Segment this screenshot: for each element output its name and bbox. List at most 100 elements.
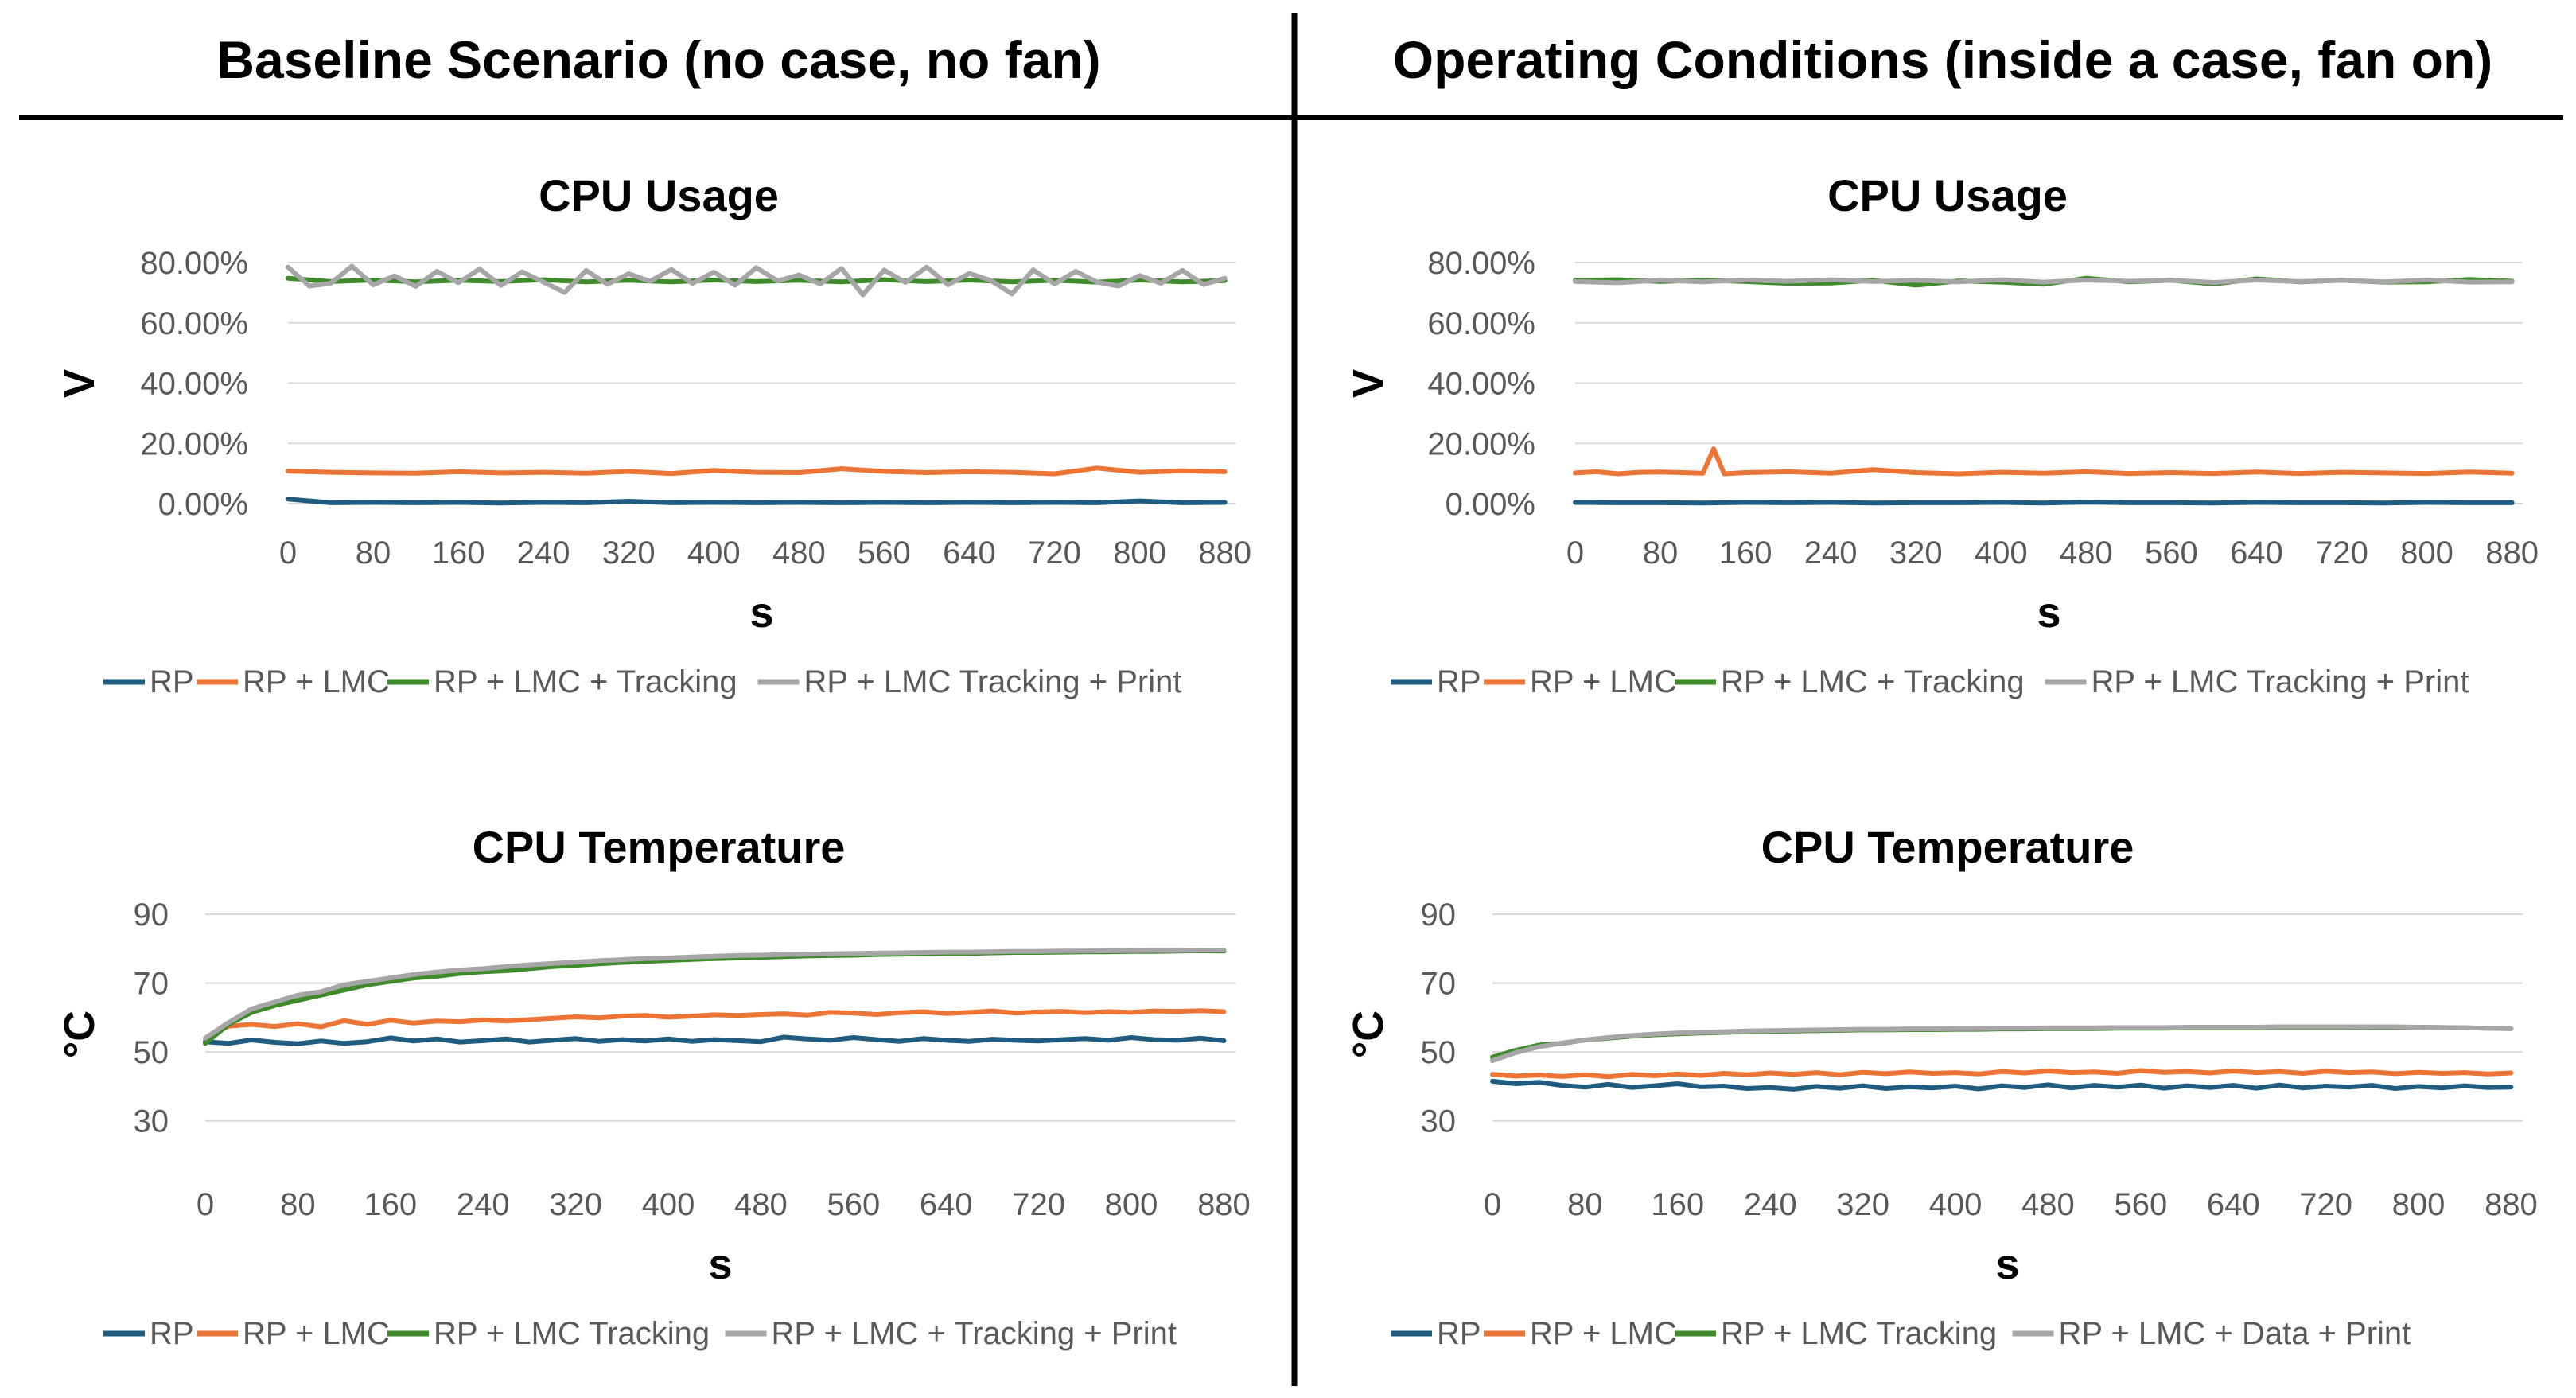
x-tick-label: 240 bbox=[457, 1187, 510, 1222]
x-tick-label: 400 bbox=[1975, 535, 2028, 570]
x-tick-label: 480 bbox=[2060, 535, 2113, 570]
y-axis-label: °C bbox=[1344, 1011, 1392, 1059]
chart-title: CPU Temperature bbox=[473, 822, 846, 872]
x-tick-label: 400 bbox=[1929, 1187, 1983, 1222]
legend-item: RP + LMC + Data + Print bbox=[2012, 1316, 2411, 1351]
legend-label: RP + LMC bbox=[1530, 1316, 1677, 1351]
y-tick-label: 70 bbox=[134, 967, 169, 1002]
x-tick-label: 880 bbox=[1198, 535, 1251, 570]
x-tick-label: 560 bbox=[2145, 535, 2198, 570]
x-tick-label: 800 bbox=[2392, 1187, 2446, 1222]
y-axis-label: V bbox=[56, 369, 103, 398]
x-tick-label: 80 bbox=[1643, 535, 1679, 570]
x-tick-label: 320 bbox=[1889, 535, 1943, 570]
series-line-rp bbox=[203, 1034, 1227, 1046]
charts-container: CPU Usage 0.00% 20.00% 40.00% 60.00% 80.00% 0 8… bbox=[56, 170, 2539, 1351]
legend-label: RP + LMC Tracking + Print bbox=[804, 664, 1182, 699]
x-tick-label: 480 bbox=[772, 535, 826, 570]
x-tick-label: 320 bbox=[549, 1187, 602, 1222]
operating-cpu-temperature-chart: CPU Temperature 30 50 70 90 0 80 160 240 320 400 48… bbox=[1344, 822, 2538, 1351]
x-tick-label: 320 bbox=[602, 535, 656, 570]
x-tick-label: 640 bbox=[2207, 1187, 2260, 1222]
y-tick-label: 50 bbox=[134, 1035, 169, 1070]
y-tick-label: 60.00% bbox=[140, 306, 248, 341]
y-tick-label: 20.00% bbox=[140, 426, 248, 461]
y-tick-label: 80.00% bbox=[1427, 246, 1535, 281]
x-tick-label: 240 bbox=[1804, 535, 1858, 570]
legend-item: RP + LMC Tracking bbox=[1675, 1316, 1997, 1351]
y-tick-label: 90 bbox=[1421, 898, 1457, 933]
legend-item: RP + LMC bbox=[197, 1316, 390, 1351]
legend-label: RP + LMC bbox=[243, 1316, 390, 1351]
legend-item: RP bbox=[103, 1316, 194, 1351]
series-line-rp-lmc-tracking-print bbox=[203, 948, 1227, 1041]
y-tick-label: 0.00% bbox=[1446, 487, 1535, 522]
legend-item: RP + LMC Tracking + Print bbox=[2045, 664, 2469, 699]
y-tick-label: 90 bbox=[134, 898, 169, 933]
x-tick-label: 720 bbox=[1012, 1187, 1065, 1222]
legend-label: RP bbox=[150, 664, 194, 699]
x-tick-label: 800 bbox=[2400, 535, 2453, 570]
series-line-rp-lmc bbox=[1490, 1068, 2514, 1080]
x-tick-label: 800 bbox=[1105, 1187, 1158, 1222]
operating-header: Operating Conditions (inside a case, fan… bbox=[1393, 30, 2493, 89]
legend-item: RP bbox=[103, 664, 194, 699]
x-tick-label: 240 bbox=[1744, 1187, 1797, 1222]
x-tick-label: 560 bbox=[858, 535, 911, 570]
x-tick-label: 640 bbox=[943, 535, 996, 570]
y-tick-label: 50 bbox=[1421, 1035, 1457, 1070]
x-tick-label: 640 bbox=[920, 1187, 973, 1222]
x-tick-label: 160 bbox=[1651, 1187, 1704, 1222]
x-tick-label: 0 bbox=[279, 535, 297, 570]
x-tick-label: 80 bbox=[356, 535, 391, 570]
x-tick-label: 560 bbox=[2114, 1187, 2167, 1222]
legend-item: RP + LMC bbox=[197, 664, 390, 699]
series-line-rp-lmc-tracking-print bbox=[286, 263, 1228, 298]
chart-title: CPU Temperature bbox=[1761, 822, 2134, 872]
x-axis-label: s bbox=[708, 1240, 732, 1288]
series-line-rp bbox=[286, 497, 1228, 506]
legend-label: RP bbox=[150, 1316, 194, 1351]
legend-label: RP + LMC + Tracking + Print bbox=[772, 1316, 1177, 1351]
y-tick-label: 0.00% bbox=[158, 487, 248, 522]
x-tick-label: 80 bbox=[280, 1187, 316, 1222]
y-tick-label: 30 bbox=[1421, 1104, 1457, 1139]
legend-label: RP + LMC bbox=[243, 664, 390, 699]
legend-item: RP + LMC Tracking bbox=[387, 1316, 710, 1351]
x-tick-label: 720 bbox=[2299, 1187, 2352, 1222]
x-tick-label: 0 bbox=[197, 1187, 214, 1222]
legend-item: RP + LMC + Tracking + Print bbox=[725, 1316, 1177, 1351]
legend-label: RP + LMC Tracking bbox=[434, 1316, 710, 1351]
x-tick-label: 880 bbox=[1197, 1187, 1251, 1222]
legend-label: RP bbox=[1437, 1316, 1481, 1351]
x-tick-label: 880 bbox=[2485, 535, 2539, 570]
series-line-rp bbox=[1573, 500, 2515, 506]
series-line-rp-lmc bbox=[203, 1008, 1227, 1041]
baseline-cpu-temperature-chart: CPU Temperature 30 50 70 90 0 80 160 240 320 400 48… bbox=[56, 822, 1251, 1351]
x-tick-label: 0 bbox=[1484, 1187, 1501, 1222]
chart-title: CPU Usage bbox=[1827, 170, 2068, 220]
x-axis-label: s bbox=[1995, 1240, 2019, 1288]
y-tick-label: 40.00% bbox=[1427, 367, 1535, 402]
x-tick-label: 480 bbox=[734, 1187, 788, 1222]
legend-label: RP + LMC + Data + Print bbox=[2059, 1316, 2411, 1351]
x-tick-label: 720 bbox=[2315, 535, 2368, 570]
legend-item: RP + LMC + Tracking bbox=[387, 664, 737, 699]
x-tick-label: 160 bbox=[432, 535, 485, 570]
series-line-rp bbox=[1490, 1078, 2514, 1092]
series-line-rp-lmc bbox=[1573, 446, 2515, 477]
legend-label: RP bbox=[1437, 664, 1481, 699]
legend-item: RP + LMC Tracking + Print bbox=[757, 664, 1182, 699]
x-tick-label: 720 bbox=[1028, 535, 1081, 570]
legend-label: RP + LMC bbox=[1530, 664, 1677, 699]
series-line-rp-lmc-tracking bbox=[203, 948, 1227, 1046]
series-line-rp-lmc-data-print bbox=[1490, 1024, 2514, 1063]
series-line-rp-lmc-tracking-print bbox=[1573, 277, 2515, 286]
legend-item: RP + LMC + Tracking bbox=[1675, 664, 2025, 699]
x-tick-label: 640 bbox=[2230, 535, 2283, 570]
x-axis-label: s bbox=[749, 589, 773, 637]
chart-title: CPU Usage bbox=[539, 170, 779, 220]
y-tick-label: 70 bbox=[1421, 967, 1457, 1002]
legend-item: RP bbox=[1391, 664, 1481, 699]
